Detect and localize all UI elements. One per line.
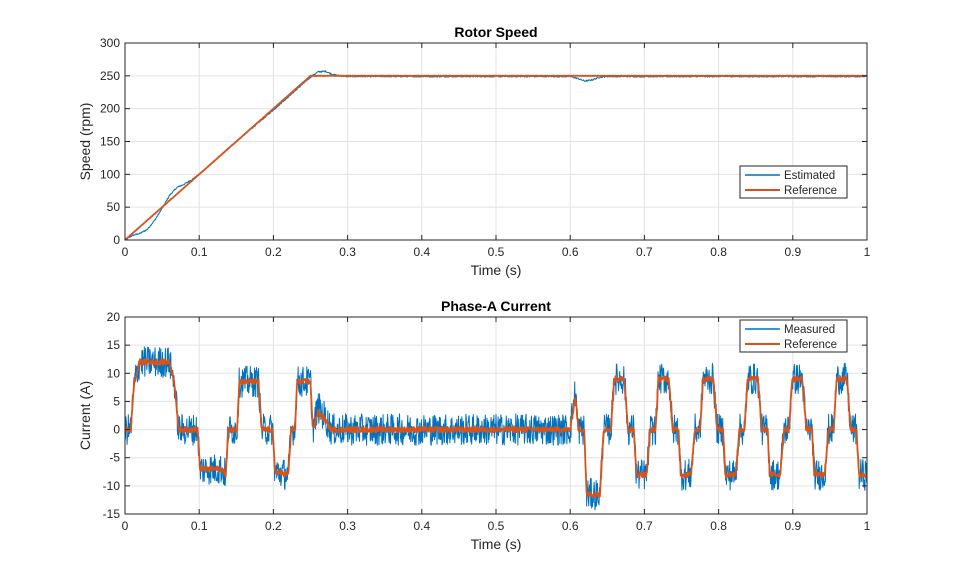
- x-tick-label: 0.8: [710, 519, 727, 533]
- x-tick-label: 0.4: [413, 519, 430, 533]
- chart-title: Phase-A Current: [441, 298, 551, 314]
- legend: Estimated Reference: [739, 165, 848, 199]
- y-tick-label: 150: [100, 135, 120, 149]
- x-axis-label: Time (s): [471, 262, 522, 278]
- series-line-reference: [125, 74, 867, 240]
- chart-phase-a-current: 0 0.1 0.2 0.3 0.4 0.5 0.6 0.7 0.8 0.9 1 -15 -10 -5 0 5 1…: [77, 298, 871, 552]
- x-tick-label: 0.7: [636, 245, 653, 259]
- y-tick-label: 50: [107, 200, 121, 214]
- y-axis-label: Current (A): [77, 381, 93, 450]
- y-tick-label: 10: [107, 366, 121, 380]
- x-tick-label: 0.3: [339, 245, 356, 259]
- y-tick-label: 100: [100, 167, 120, 181]
- x-tick-label: 0: [122, 245, 129, 259]
- y-tick-label: 250: [100, 69, 120, 83]
- legend-label-measured: Measured: [784, 324, 835, 336]
- legend-box: [739, 319, 848, 353]
- x-tick-label: 1: [864, 519, 871, 533]
- legend: Measured Reference: [739, 319, 848, 353]
- x-tick-label: 0.5: [488, 519, 505, 533]
- y-tick-label: -15: [103, 507, 121, 521]
- x-tick-label: 0.2: [265, 519, 282, 533]
- series-line-reference: [125, 358, 867, 499]
- x-tick-label: 0.3: [339, 519, 356, 533]
- y-tick-label: 300: [100, 36, 120, 50]
- series-line-measured: [125, 346, 867, 511]
- x-tick-label: 0: [122, 519, 129, 533]
- legend-label-reference: Reference: [784, 185, 837, 197]
- x-tick-label: 0.7: [636, 519, 653, 533]
- y-tick-label: 0: [113, 423, 120, 437]
- y-tick-label: 15: [107, 338, 121, 352]
- x-tick-label: 0.2: [265, 245, 282, 259]
- x-tick-label: 0.5: [488, 245, 505, 259]
- chart-title: Rotor Speed: [454, 24, 537, 40]
- x-tick-label: 0.1: [191, 245, 208, 259]
- legend-label-reference: Reference: [784, 339, 837, 351]
- x-tick-label: 0.9: [784, 245, 801, 259]
- x-axis-label: Time (s): [471, 536, 522, 552]
- x-tick-label: 0.4: [413, 245, 430, 259]
- legend-label-estimated: Estimated: [784, 170, 835, 182]
- x-tick-label: 0.8: [710, 245, 727, 259]
- x-tick-label: 0.6: [562, 245, 579, 259]
- x-tick-label: 0.6: [562, 519, 579, 533]
- y-tick-label: 5: [113, 394, 120, 408]
- y-tick-label: 0: [113, 233, 120, 247]
- y-tick-label: -5: [109, 451, 120, 465]
- chart-rotor-speed: 0 0.1 0.2 0.3 0.4 0.5 0.6 0.7 0.8 0.9 1 0 50 100 150 20…: [77, 24, 871, 278]
- y-tick-label: -10: [103, 479, 121, 493]
- y-tick-label: 20: [107, 310, 121, 324]
- x-tick-label: 1: [864, 245, 871, 259]
- legend-box: [739, 165, 848, 199]
- y-axis-label: Speed (rpm): [77, 103, 93, 181]
- x-tick-label: 0.1: [191, 519, 208, 533]
- y-tick-label: 200: [100, 102, 120, 116]
- x-tick-label: 0.9: [784, 519, 801, 533]
